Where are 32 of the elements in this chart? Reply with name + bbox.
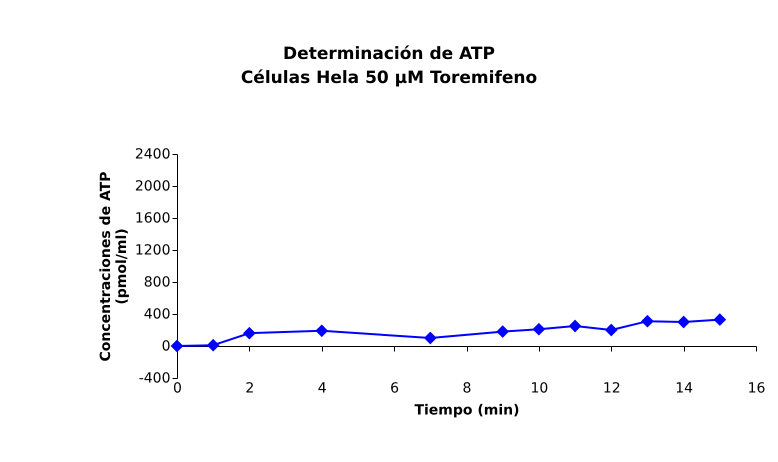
y-axis-title: Concentraciones de ATP (pmol/ml) xyxy=(98,172,130,362)
y-tick-label: 2400 xyxy=(134,146,170,162)
x-tick-label: 0 xyxy=(173,380,182,396)
point xyxy=(532,322,546,336)
x-tick-label: 2 xyxy=(245,380,254,396)
x-axis-title: Tiempo (min) xyxy=(414,402,520,418)
x-tick-label: 6 xyxy=(390,380,400,396)
point xyxy=(170,340,184,352)
point xyxy=(604,324,618,336)
point xyxy=(568,320,582,332)
x-tick-label: 4 xyxy=(318,380,327,396)
point xyxy=(315,324,328,338)
point xyxy=(424,332,437,344)
point xyxy=(641,314,654,328)
point xyxy=(677,316,690,328)
chart-title: Determinación de ATP Células Hela 50 µM Toremifeno xyxy=(240,44,538,88)
y-tick-label: 1200 xyxy=(134,242,170,258)
x-tick-label: 10 xyxy=(530,380,548,396)
point xyxy=(713,313,726,326)
x-tick-label: 14 xyxy=(675,380,694,396)
y-tick-label: 2000 xyxy=(134,178,170,194)
x-tick-label: 16 xyxy=(748,380,766,396)
y-tick-label: 1600 xyxy=(134,210,170,226)
y-tick-label: 800 xyxy=(144,274,170,290)
point xyxy=(206,338,220,352)
point xyxy=(496,325,510,338)
point xyxy=(243,326,256,340)
y-tick-label: 0 xyxy=(162,338,170,354)
x-tick-label: 8 xyxy=(462,380,472,396)
x-tick-label: 12 xyxy=(602,380,621,396)
y-tick-label: -400 xyxy=(138,370,170,386)
y-tick-label: 400 xyxy=(144,306,170,322)
